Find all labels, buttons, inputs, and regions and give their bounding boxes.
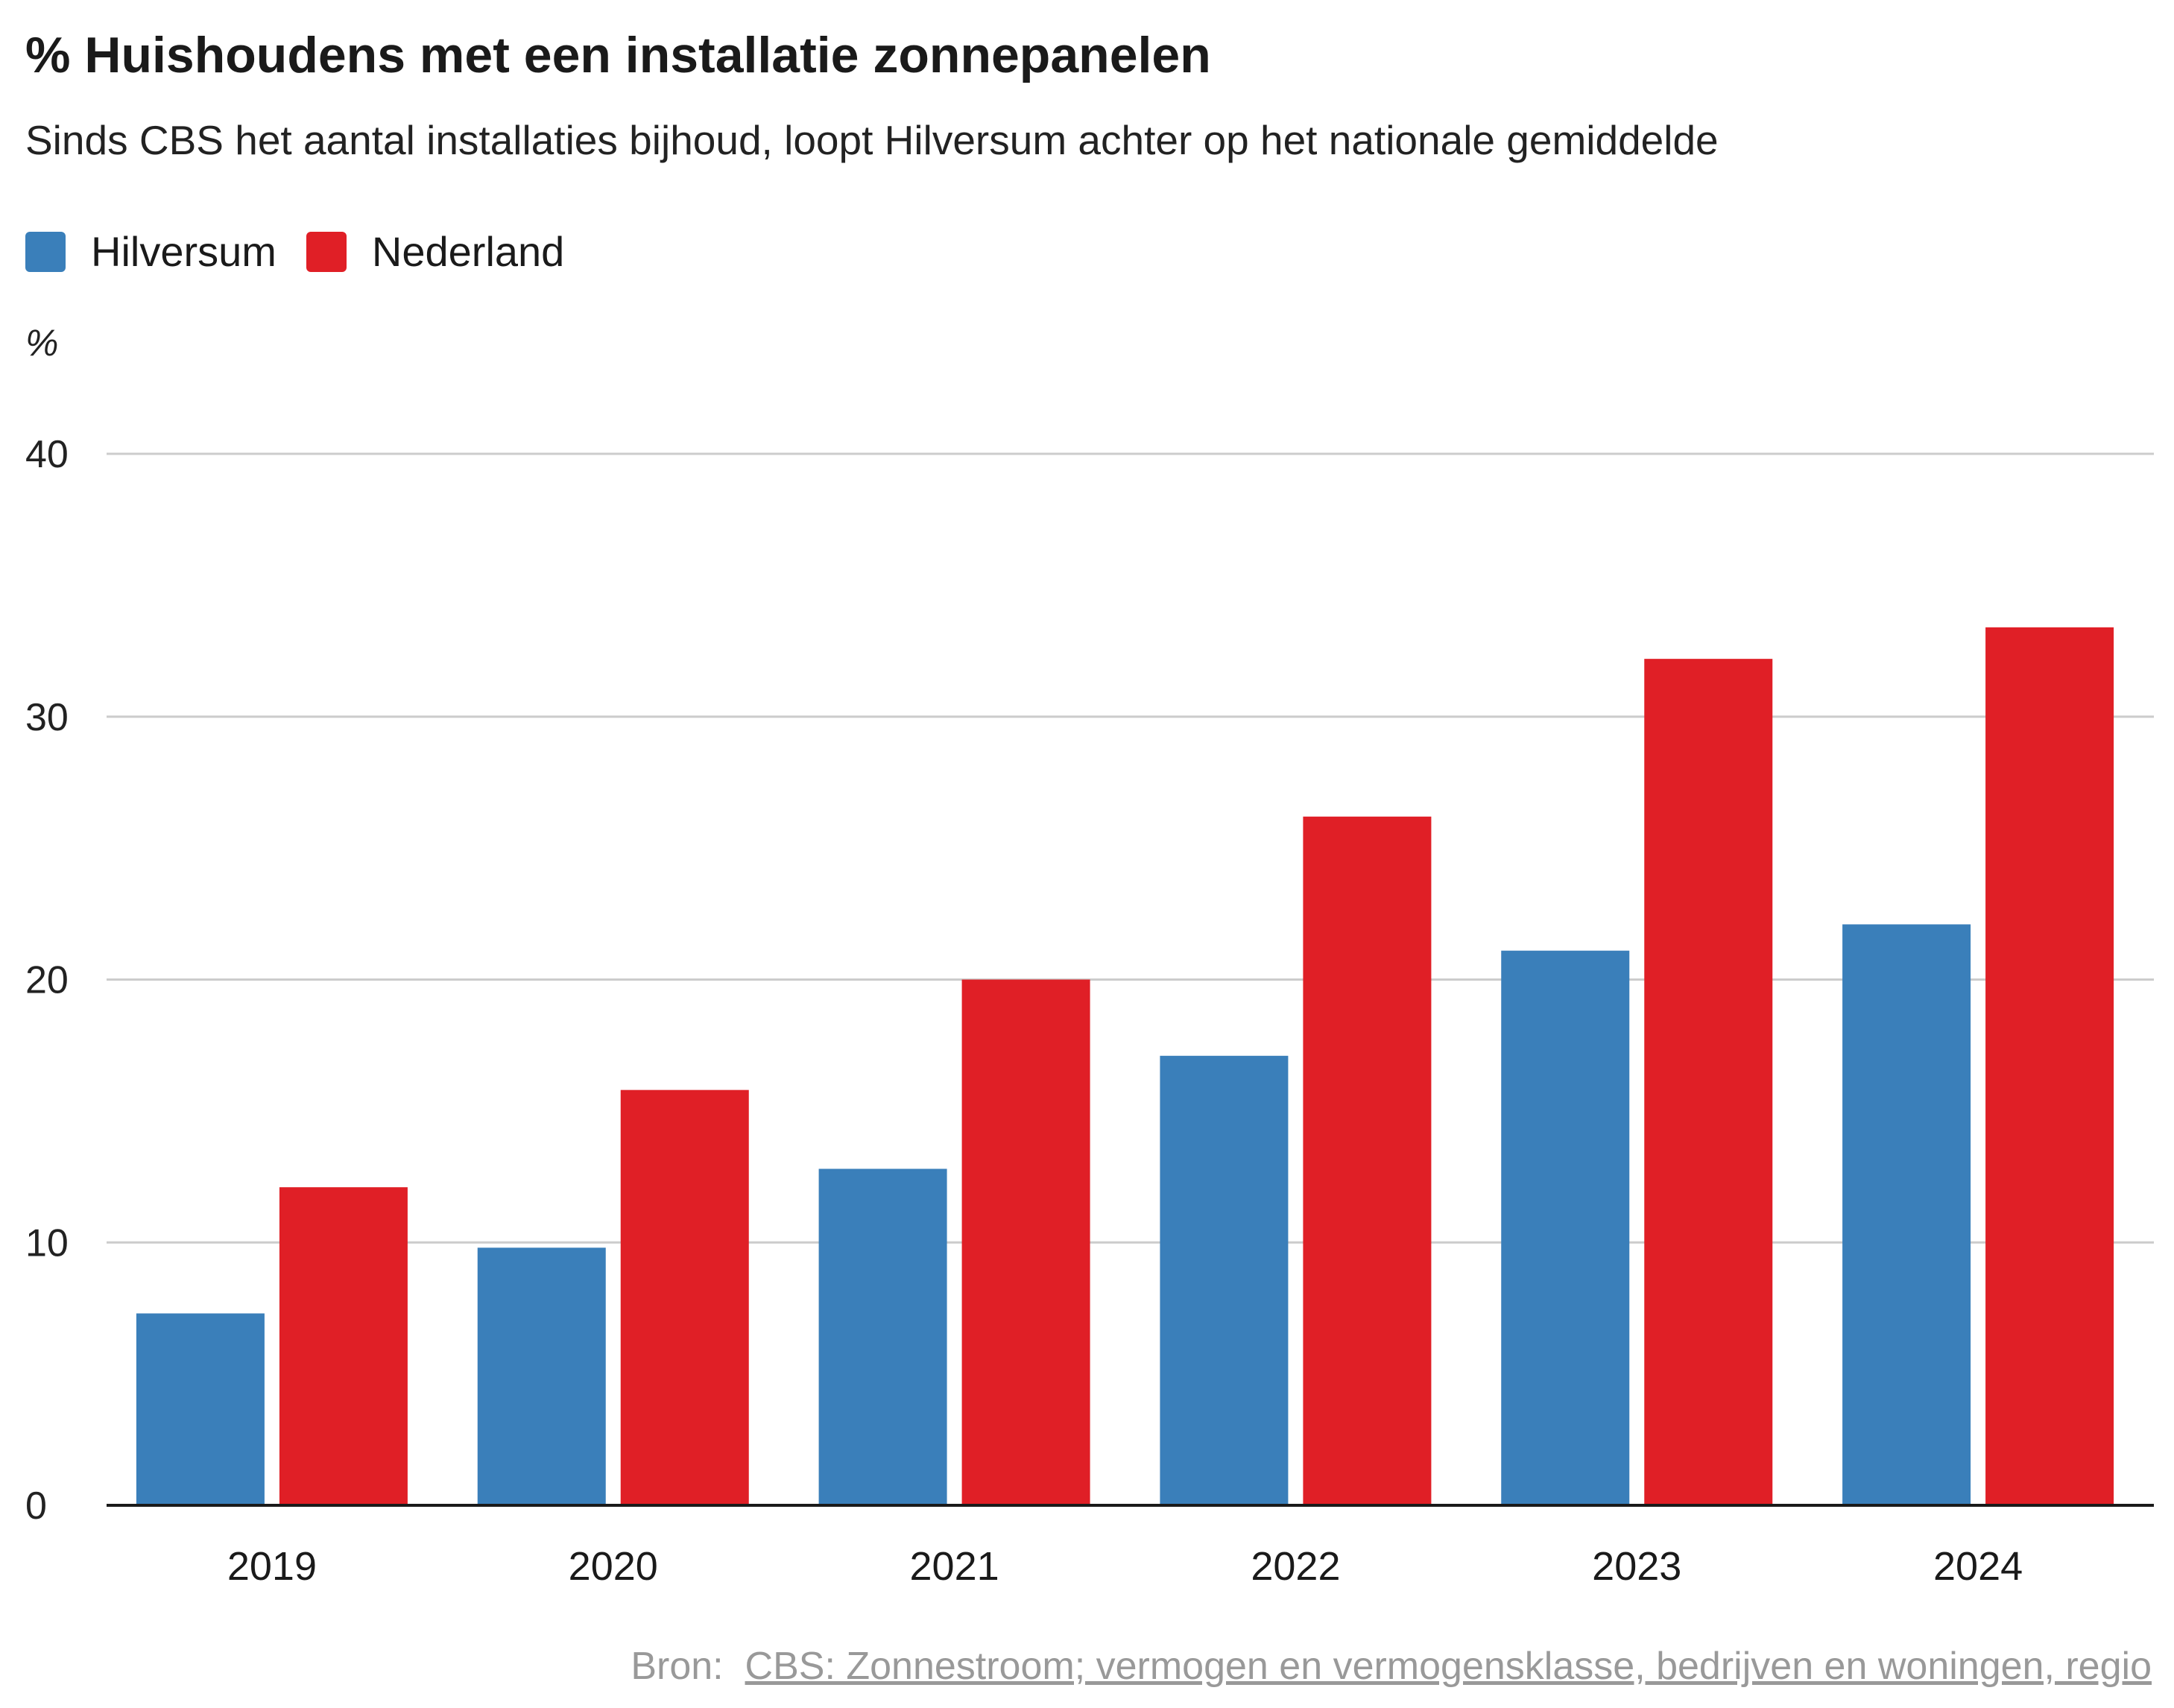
legend-label-hilversum: Hilversum — [91, 228, 277, 275]
bar-nederland-2019 — [279, 1187, 408, 1505]
x-tick-label-2019: 2019 — [227, 1544, 317, 1589]
y-tick-label-40: 40 — [25, 433, 69, 476]
bar-nederland-2023 — [1644, 659, 1773, 1505]
source-link[interactable]: CBS: Zonnestroom; vermogen en vermogensk… — [745, 1645, 2152, 1688]
y-tick-label-30: 30 — [25, 696, 69, 739]
bar-nederland-2022 — [1303, 816, 1432, 1505]
legend: Hilversum Nederland — [25, 231, 594, 273]
chart-title: % Huishoudens met een installatie zonnep… — [25, 27, 1211, 83]
y-tick-label-20: 20 — [25, 959, 69, 1002]
y-tick-label-10: 10 — [25, 1221, 69, 1265]
y-axis-unit-label: % — [25, 322, 59, 364]
source-note: Bron: CBS: Zonnestroom; vermogen en verm… — [631, 1643, 2152, 1689]
y-tick-label-0: 0 — [25, 1484, 47, 1528]
bar-chart: 0 10 20 30 40 2019 2020 2021 2022 2023 2024 — [25, 433, 2154, 1589]
bar-hilversum-2021 — [818, 1168, 947, 1505]
bar-hilversum-2019 — [136, 1313, 265, 1505]
bar-nederland-2024 — [1985, 627, 2114, 1506]
legend-swatch-hilversum — [25, 232, 66, 272]
chart-subtitle: Sinds CBS het aantal installaties bijhou… — [25, 117, 1719, 163]
bar-hilversum-2023 — [1501, 950, 1630, 1505]
x-tick-label-2020: 2020 — [569, 1544, 658, 1589]
bar-nederland-2021 — [961, 979, 1090, 1505]
bar-nederland-2020 — [620, 1089, 749, 1505]
legend-label-nederland: Nederland — [371, 228, 565, 275]
legend-item-nederland: Nederland — [306, 231, 564, 273]
bar-hilversum-2024 — [1842, 924, 1971, 1505]
bar-hilversum-2022 — [1160, 1055, 1289, 1505]
x-tick-label-2024: 2024 — [1933, 1544, 2023, 1589]
bar-hilversum-2020 — [477, 1247, 606, 1505]
x-tick-label-2022: 2022 — [1251, 1544, 1340, 1589]
x-tick-label-2023: 2023 — [1592, 1544, 1681, 1589]
source-prefix: Bron: — [631, 1645, 724, 1688]
legend-swatch-nederland — [306, 232, 347, 272]
x-tick-label-2021: 2021 — [910, 1544, 999, 1589]
legend-item-hilversum: Hilversum — [25, 231, 277, 273]
